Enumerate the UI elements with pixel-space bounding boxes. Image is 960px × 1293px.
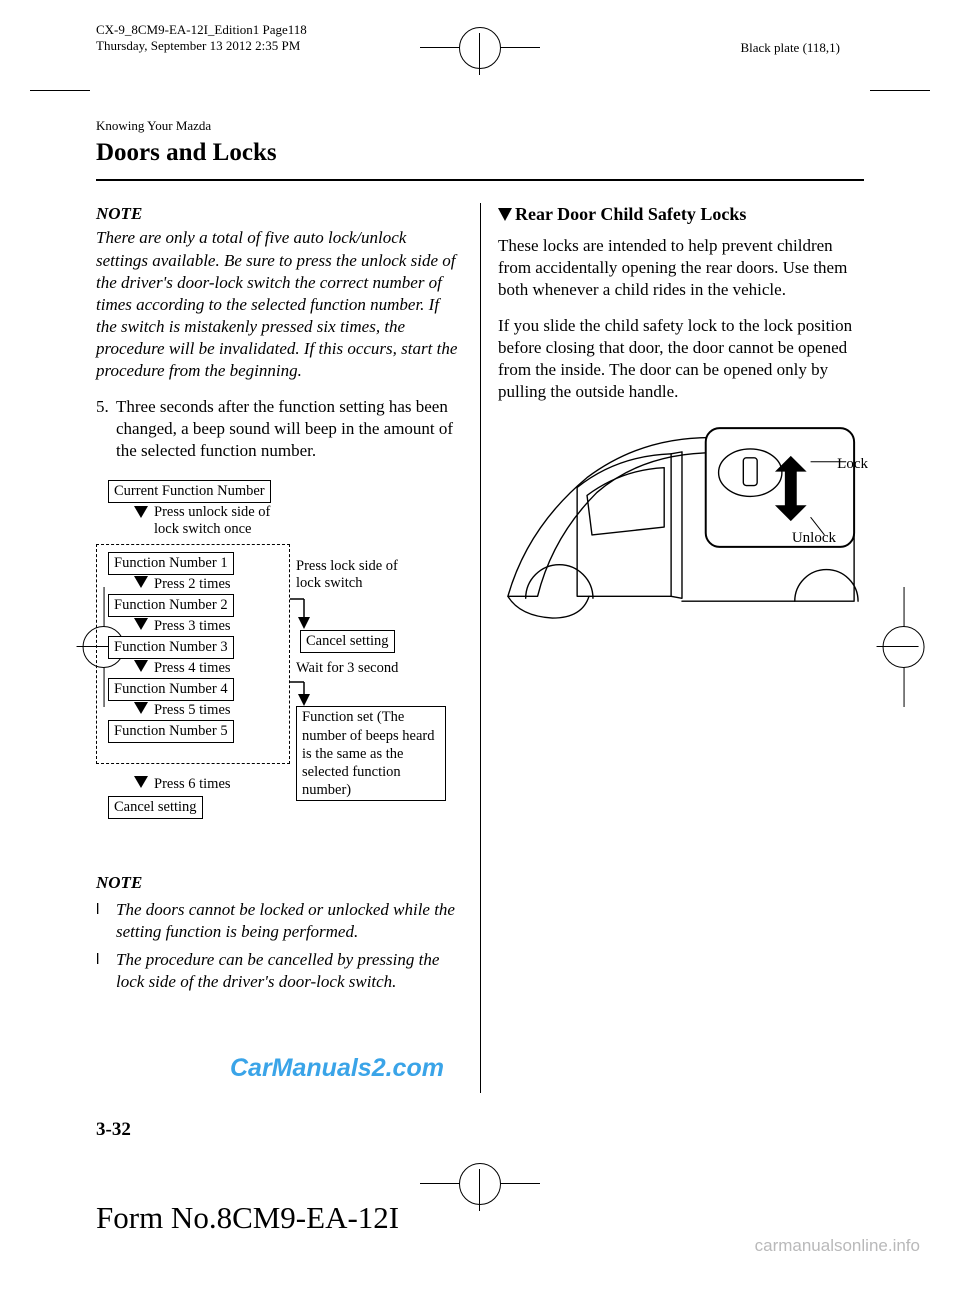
step-text: Three seconds after the function setting… [116, 396, 462, 462]
arrow-icon [134, 506, 148, 518]
column-divider [480, 203, 481, 1093]
right-p1: These locks are intended to help prevent… [498, 235, 864, 301]
chapter-overline: Knowing Your Mazda [96, 118, 864, 135]
black-plate-label: Black plate (118,1) [740, 40, 840, 57]
form-number: Form No.8CM9-EA-12I [96, 1198, 399, 1238]
box-fn1: Function Number 1 [108, 552, 234, 574]
arrow-icon [134, 618, 148, 630]
label-press-lock: Press lock side of lock switch [296, 558, 398, 591]
header-meta: CX-9_8CM9-EA-12I_Edition1 Page118 Thursd… [96, 22, 307, 55]
arrow-icon [134, 660, 148, 672]
box-cancel-right: Cancel setting [300, 630, 395, 652]
label-p5: Press 5 times [154, 702, 231, 719]
header-line1: CX-9_8CM9-EA-12I_Edition1 Page118 [96, 22, 307, 38]
label-p2: Press 2 times [154, 576, 231, 593]
note2-item-1: lThe doors cannot be locked or unlocked … [96, 899, 462, 943]
arrow-connector [284, 678, 314, 708]
header-line2: Thursday, September 13 2012 2:35 PM [96, 38, 307, 54]
note1-body: There are only a total of five auto lock… [96, 227, 462, 382]
note2-item-2: lThe procedure can be cancelled by press… [96, 949, 462, 993]
triangle-icon [498, 208, 512, 221]
note1-label: NOTE [96, 203, 462, 225]
note2-text-1: The doors cannot be locked or unlocked w… [116, 899, 462, 943]
car-illustration: Lock Unlock [498, 417, 864, 647]
trim-line-right [870, 90, 930, 91]
subhead-text: Rear Door Child Safety Locks [515, 204, 746, 224]
label-p3: Press 3 times [154, 618, 231, 635]
label-unlock: Unlock [792, 529, 836, 549]
step-number: 5. [96, 396, 116, 462]
box-fn2: Function Number 2 [108, 594, 234, 616]
note2-text-2: The procedure can be cancelled by pressi… [116, 949, 462, 993]
label-press-unlock: Press unlock side of lock switch once [154, 504, 270, 537]
page-content: Knowing Your Mazda Doors and Locks NOTE … [96, 118, 864, 999]
subhead-rear-door: Rear Door Child Safety Locks [498, 203, 864, 226]
left-column: NOTE There are only a total of five auto… [96, 203, 480, 999]
arrow-icon [134, 702, 148, 714]
step-5: 5. Three seconds after the function sett… [96, 396, 462, 462]
label-p6: Press 6 times [154, 776, 231, 793]
cropmark-bottom [420, 1162, 540, 1253]
box-fn4: Function Number 4 [108, 678, 234, 700]
label-lock: Lock [837, 455, 868, 475]
box-fn5: Function Number 5 [108, 720, 234, 742]
right-p2: If you slide the child safety lock to th… [498, 315, 864, 403]
box-cancel-bottom: Cancel setting [108, 796, 203, 818]
cropmark-top [420, 26, 540, 117]
box-current-function: Current Function Number [108, 480, 271, 502]
chapter-title: Doors and Locks [96, 137, 864, 170]
right-column: Rear Door Child Safety Locks These locks… [480, 203, 864, 999]
note2-block: NOTE lThe doors cannot be locked or unlo… [96, 872, 462, 992]
note2-label: NOTE [96, 872, 462, 894]
title-rule [96, 179, 864, 181]
trim-line-left [30, 90, 90, 91]
watermark-carmanuals2: CarManuals2.com [230, 1052, 444, 1085]
page-number: 3-32 [96, 1118, 131, 1143]
watermark-carmanualsonline: carmanualsonline.info [755, 1235, 920, 1257]
arrow-icon [134, 776, 148, 788]
label-wait: Wait for 3 second [296, 660, 398, 677]
box-fn3: Function Number 3 [108, 636, 234, 658]
label-p4: Press 4 times [154, 660, 231, 677]
function-diagram: Current Function Number Press unlock sid… [96, 480, 462, 852]
arrow-icon [134, 576, 148, 588]
box-function-set: Function set (The number of beeps heard … [296, 706, 446, 801]
arrow-connector [284, 595, 314, 631]
